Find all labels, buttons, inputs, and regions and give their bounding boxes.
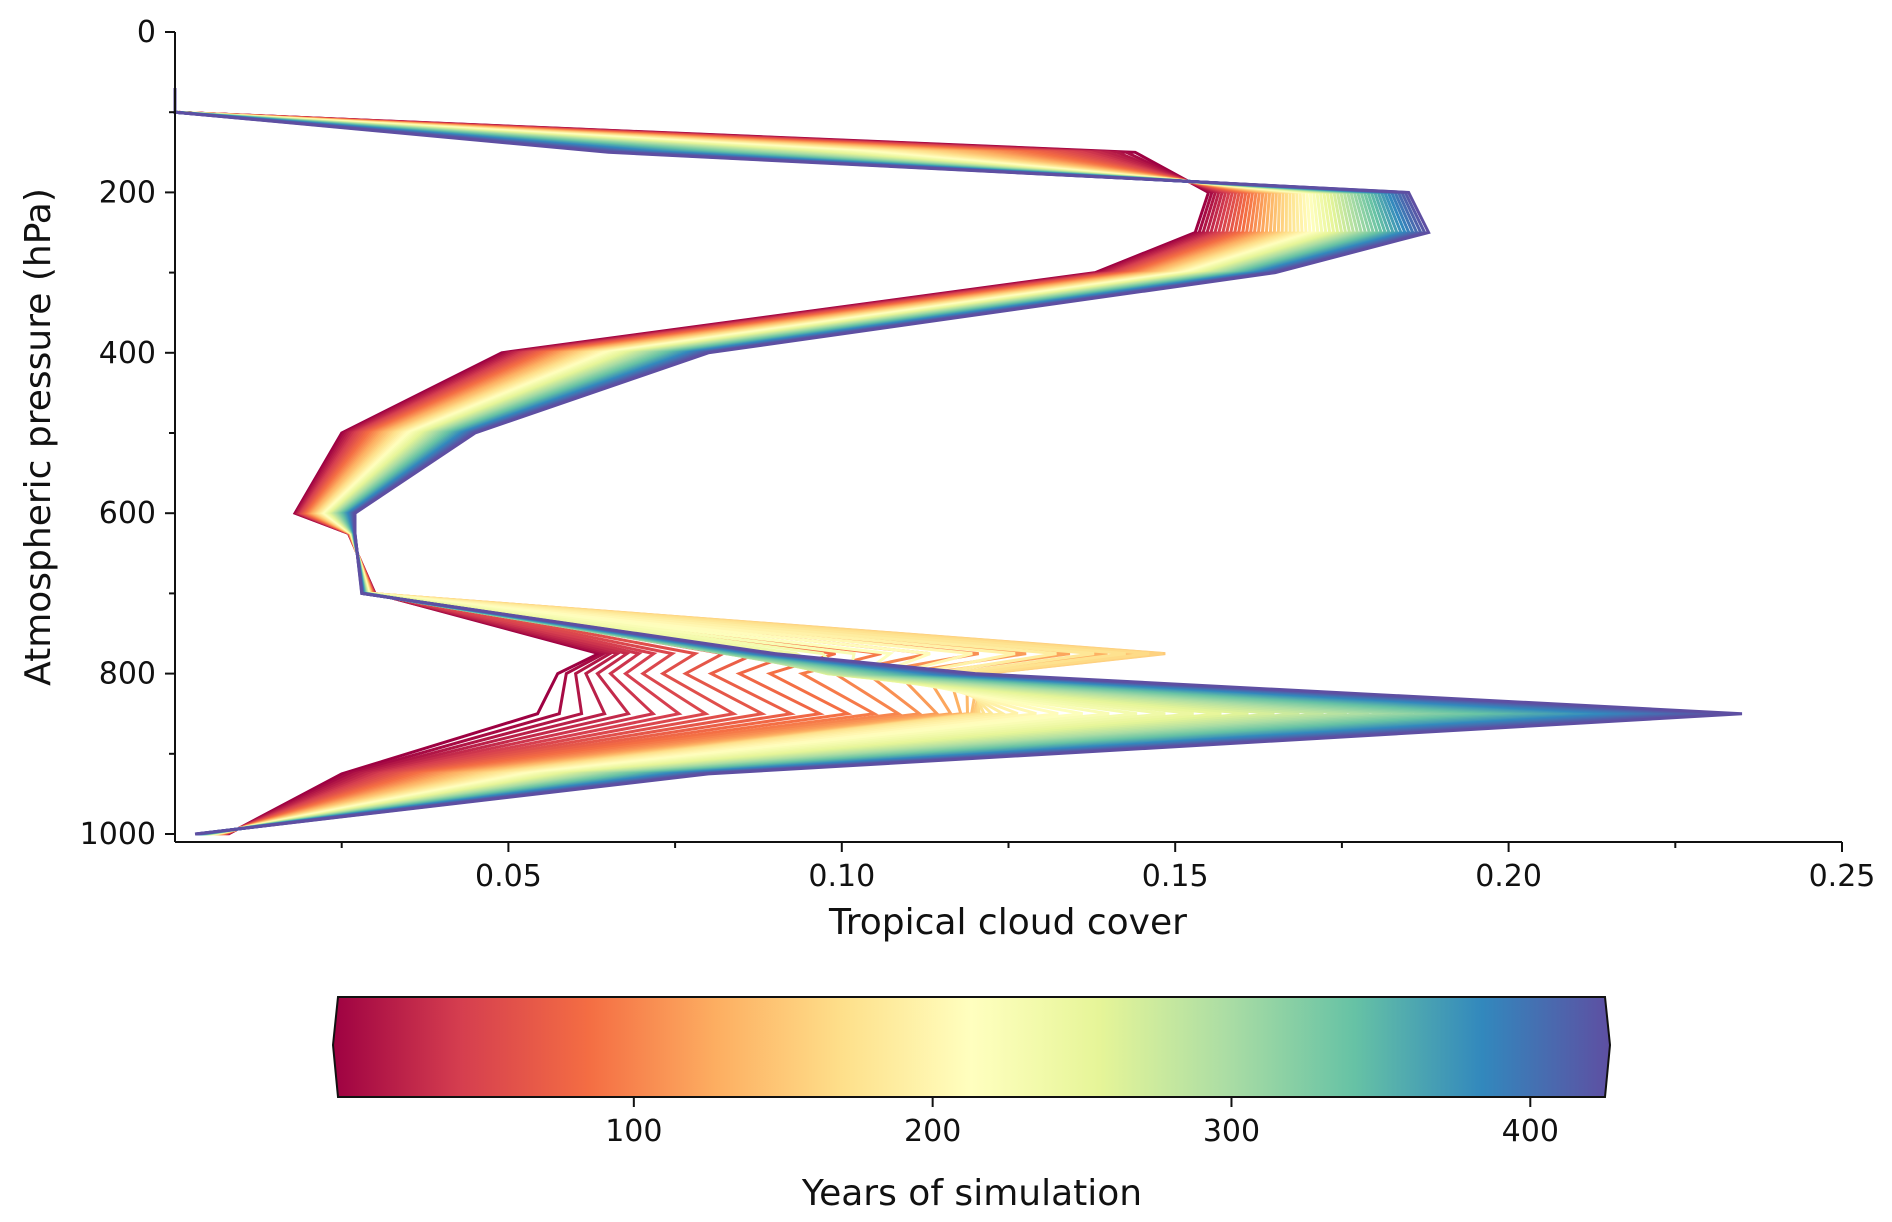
colorbar-tick-label: 300 bbox=[1203, 1114, 1260, 1149]
x-tick-label: 0.25 bbox=[1809, 859, 1876, 894]
y-tick-label: 1000 bbox=[80, 817, 156, 852]
x-ticks: 0.05 0.10 0.15 0.20 0.25 bbox=[340, 842, 1876, 894]
colorbar-tick-label: 200 bbox=[904, 1114, 961, 1149]
y-tick-label: 0 bbox=[137, 15, 156, 50]
profile-line-60 bbox=[173, 88, 1743, 836]
y-ticks: 0 200 400 600 800 1000 bbox=[80, 15, 175, 852]
y-tick-label: 200 bbox=[99, 175, 156, 210]
colorbar-tick-label: 100 bbox=[605, 1114, 662, 1149]
y-axis-label: Atmospheric pressure (hPa) bbox=[18, 188, 59, 686]
colorbar: 100 200 300 400 Years of simulation bbox=[331, 996, 1612, 1214]
colorbar-ticks: 100 200 300 400 bbox=[605, 1097, 1559, 1149]
x-tick-label: 0.10 bbox=[808, 859, 875, 894]
x-tick-label: 0.15 bbox=[1142, 859, 1209, 894]
colorbar-label: Years of simulation bbox=[801, 1173, 1142, 1214]
x-tick-label: 0.05 bbox=[475, 859, 542, 894]
y-tick-label: 400 bbox=[99, 336, 156, 371]
x-tick-label: 0.20 bbox=[1475, 859, 1542, 894]
y-tick-label: 800 bbox=[99, 657, 156, 692]
colorbar-tick-label: 400 bbox=[1502, 1114, 1559, 1149]
x-axis-label: Tropical cloud cover bbox=[828, 902, 1187, 943]
colorbar-body bbox=[331, 996, 1612, 1098]
profile-lines bbox=[173, 88, 1743, 836]
y-tick-label: 600 bbox=[99, 496, 156, 531]
